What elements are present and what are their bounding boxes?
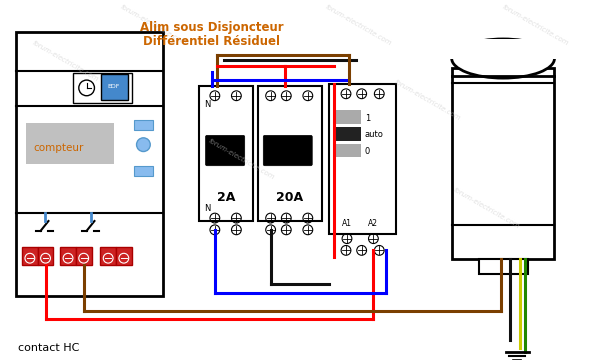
Text: compteur: compteur <box>34 143 84 153</box>
Text: A1: A1 <box>342 219 352 228</box>
Text: 0: 0 <box>365 147 370 156</box>
Bar <box>76 247 92 265</box>
Bar <box>26 123 114 164</box>
Circle shape <box>137 138 150 152</box>
Text: 2A: 2A <box>217 192 235 204</box>
Ellipse shape <box>452 39 554 78</box>
Bar <box>336 144 361 157</box>
Text: auto: auto <box>365 130 383 139</box>
Bar <box>60 247 76 265</box>
Bar <box>336 111 361 124</box>
Bar <box>134 120 153 130</box>
Bar <box>116 247 131 265</box>
Text: forum-electricite.com: forum-electricite.com <box>119 4 187 47</box>
FancyBboxPatch shape <box>206 135 245 166</box>
Bar <box>329 84 396 234</box>
Text: forum-electricite.com: forum-electricite.com <box>207 138 275 181</box>
Bar <box>16 32 163 296</box>
Bar <box>100 247 116 265</box>
Bar <box>336 127 361 141</box>
Text: forum-electricite.com: forum-electricite.com <box>325 4 393 47</box>
Bar <box>258 86 322 221</box>
Bar <box>199 86 253 221</box>
Bar <box>452 68 554 259</box>
Circle shape <box>79 80 94 96</box>
Bar <box>479 259 528 274</box>
Bar <box>450 39 556 59</box>
Bar <box>101 74 128 100</box>
Bar <box>38 247 53 265</box>
Text: Alim sous Disjoncteur: Alim sous Disjoncteur <box>140 21 284 34</box>
Text: forum-electricite.com: forum-electricite.com <box>393 79 461 122</box>
Text: forum-electricite.com: forum-electricite.com <box>31 40 100 83</box>
Text: Différentiel Résiduel: Différentiel Résiduel <box>143 35 280 48</box>
Text: A2: A2 <box>368 219 379 228</box>
Text: contact HC: contact HC <box>18 343 79 353</box>
Text: forum-electricite.com: forum-electricite.com <box>500 4 569 47</box>
Text: N: N <box>204 100 210 109</box>
Text: 1: 1 <box>365 114 370 123</box>
Bar <box>73 73 131 103</box>
Text: EDF: EDF <box>108 85 120 89</box>
Bar <box>22 247 38 265</box>
Text: 20A: 20A <box>276 192 303 204</box>
Bar <box>134 166 153 176</box>
Text: N: N <box>204 204 210 213</box>
FancyBboxPatch shape <box>263 135 312 166</box>
Text: forum-electricite.com: forum-electricite.com <box>452 187 520 230</box>
